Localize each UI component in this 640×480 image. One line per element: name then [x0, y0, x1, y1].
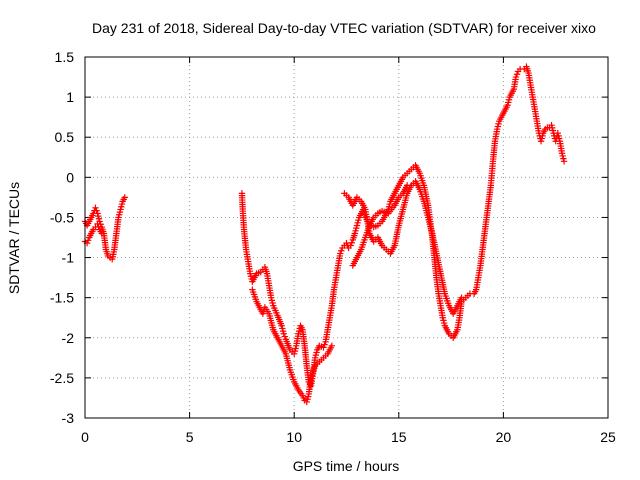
plot-frame	[84, 56, 609, 419]
data-point	[338, 247, 345, 254]
x-tick-label: 5	[186, 429, 194, 445]
data-point	[93, 207, 100, 214]
data-point	[321, 341, 328, 348]
x-axis-title: GPS time / hours	[293, 458, 400, 474]
y-tick-label: -3	[62, 410, 75, 426]
data-point	[84, 237, 92, 244]
data-point	[281, 333, 288, 340]
y-tick-label: -1.5	[50, 290, 74, 306]
data-point	[95, 223, 102, 230]
y-tick-label: 1.5	[55, 49, 75, 65]
data-point	[512, 73, 520, 81]
data-point	[92, 204, 99, 212]
y-tick-label: -2	[62, 330, 75, 346]
y-tick-label: 1	[66, 89, 74, 105]
data-point	[337, 250, 344, 257]
chart-title: Day 231 of 2018, Sidereal Day-to-day VTE…	[92, 20, 596, 36]
x-tick-label: 0	[81, 429, 89, 445]
x-tick-label: 20	[496, 429, 512, 445]
data-point	[560, 158, 568, 165]
tick-layer: 0 5 10 15 20 25 -3 -2.5 -2 -1.5 -1 -0.5 0 0.5 1 1.5	[50, 49, 616, 445]
y-tick-label: -0.5	[50, 209, 74, 225]
y-tick-label: 0.5	[55, 129, 75, 145]
data-point	[458, 294, 465, 301]
x-tick-label: 10	[286, 429, 302, 445]
y-axis-title: SDTVAR / TECUs	[6, 182, 22, 294]
x-tick-label: 25	[600, 429, 616, 445]
data-point	[513, 71, 521, 78]
data-point	[121, 194, 128, 201]
data-point	[347, 242, 354, 249]
data-point	[403, 182, 411, 189]
x-tick-label: 15	[391, 429, 407, 445]
data-point	[94, 220, 101, 228]
data-point	[320, 344, 327, 351]
grid-layer	[85, 57, 608, 418]
data-point	[328, 342, 336, 349]
data-point	[98, 230, 105, 237]
y-tick-label: 0	[66, 169, 74, 185]
data-marks	[81, 63, 568, 406]
y-tick-label: -2.5	[50, 370, 74, 386]
data-point	[280, 330, 287, 337]
data-point	[348, 239, 355, 246]
y-tick-label: -1	[62, 250, 75, 266]
